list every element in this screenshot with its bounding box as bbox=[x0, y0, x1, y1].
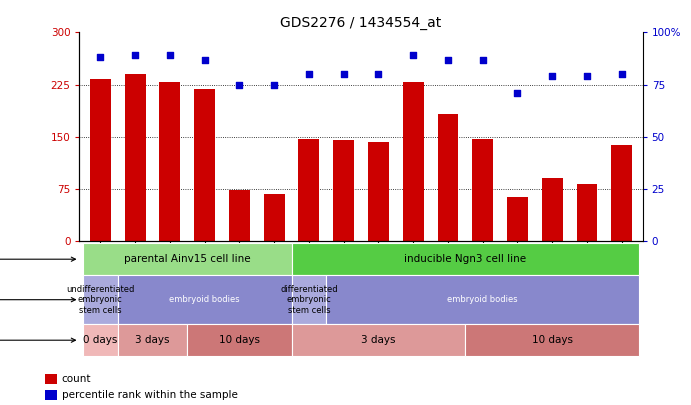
Text: percentile rank within the sample: percentile rank within the sample bbox=[61, 390, 238, 400]
Point bbox=[512, 90, 523, 96]
Point bbox=[547, 73, 558, 79]
Bar bbox=[326, 275, 639, 324]
Bar bbox=[299, 139, 319, 241]
Bar bbox=[187, 324, 292, 356]
Title: GDS2276 / 1434554_at: GDS2276 / 1434554_at bbox=[281, 16, 442, 30]
Point bbox=[338, 71, 349, 77]
Point bbox=[234, 81, 245, 88]
Text: differentiated
embryonic
stem cells: differentiated embryonic stem cells bbox=[280, 285, 338, 315]
Text: 3 days: 3 days bbox=[361, 335, 396, 345]
Point bbox=[477, 56, 489, 63]
Bar bbox=[117, 324, 187, 356]
Text: development stage: development stage bbox=[0, 295, 75, 305]
Bar bbox=[83, 324, 117, 356]
Bar bbox=[292, 324, 465, 356]
Bar bbox=[576, 184, 598, 241]
Bar bbox=[83, 243, 292, 275]
Bar bbox=[368, 142, 389, 241]
Point bbox=[95, 54, 106, 61]
Point bbox=[199, 56, 210, 63]
Text: count: count bbox=[61, 374, 91, 384]
Text: 0 days: 0 days bbox=[83, 335, 117, 345]
Text: cell line: cell line bbox=[0, 254, 75, 264]
Bar bbox=[83, 275, 117, 324]
Point bbox=[616, 71, 627, 77]
Text: inducible Ngn3 cell line: inducible Ngn3 cell line bbox=[404, 254, 527, 264]
Bar bbox=[437, 114, 458, 241]
Text: embryoid bodies: embryoid bodies bbox=[447, 295, 518, 304]
Bar bbox=[45, 374, 57, 384]
Bar bbox=[90, 79, 111, 241]
Bar bbox=[403, 83, 424, 241]
Bar bbox=[292, 243, 639, 275]
Text: 3 days: 3 days bbox=[135, 335, 170, 345]
Text: time: time bbox=[0, 335, 75, 345]
Bar bbox=[45, 390, 57, 399]
Point bbox=[303, 71, 314, 77]
Bar bbox=[160, 83, 180, 241]
Bar bbox=[264, 194, 285, 241]
Point bbox=[129, 52, 140, 59]
Point bbox=[269, 81, 280, 88]
Text: undifferentiated
embryonic
stem cells: undifferentiated embryonic stem cells bbox=[66, 285, 135, 315]
Text: parental Ainv15 cell line: parental Ainv15 cell line bbox=[124, 254, 251, 264]
Bar bbox=[194, 90, 215, 241]
Point bbox=[408, 52, 419, 59]
Bar bbox=[612, 145, 632, 241]
Bar bbox=[117, 275, 292, 324]
Point bbox=[373, 71, 384, 77]
Text: 10 days: 10 days bbox=[532, 335, 573, 345]
Bar bbox=[292, 275, 326, 324]
Point bbox=[164, 52, 176, 59]
Point bbox=[442, 56, 453, 63]
Bar bbox=[465, 324, 639, 356]
Bar bbox=[472, 139, 493, 241]
Text: embryoid bodies: embryoid bodies bbox=[169, 295, 240, 304]
Point bbox=[582, 73, 593, 79]
Bar bbox=[507, 197, 528, 241]
Bar bbox=[229, 190, 250, 241]
Text: 10 days: 10 days bbox=[219, 335, 260, 345]
Bar bbox=[333, 140, 354, 241]
Bar bbox=[542, 178, 562, 241]
Bar bbox=[124, 74, 146, 241]
